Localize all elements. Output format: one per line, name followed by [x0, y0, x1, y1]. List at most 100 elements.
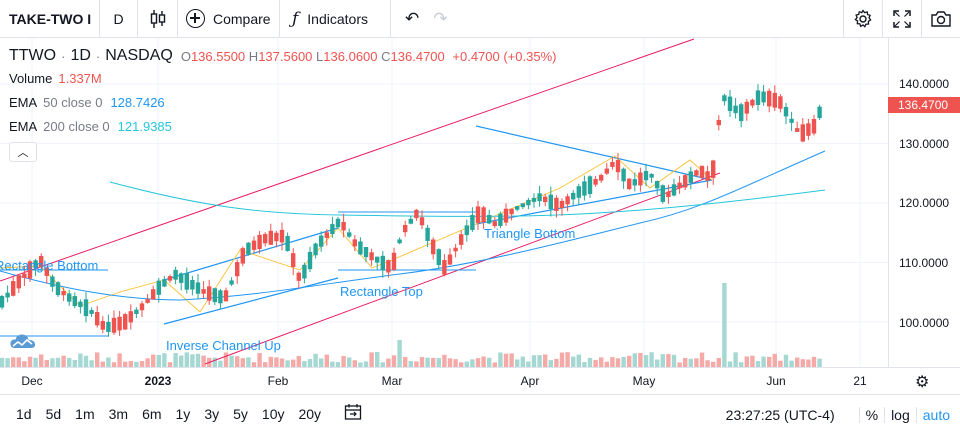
- settings-button[interactable]: [843, 0, 882, 38]
- open-value: 136.5500: [190, 48, 246, 64]
- candle-body: [587, 176, 593, 195]
- candle-body: [16, 275, 21, 289]
- volume-bar: [61, 355, 66, 367]
- volume-bar: [39, 354, 44, 367]
- candle-body: [285, 235, 290, 251]
- candle-body: [313, 243, 318, 256]
- plus-circle-icon: [186, 9, 205, 28]
- range-1y-button[interactable]: 1y: [175, 406, 191, 422]
- undo-icon[interactable]: ↶: [405, 8, 420, 28]
- volume-bar: [201, 355, 206, 367]
- volume-bar: [106, 357, 111, 367]
- candle-body: [386, 260, 391, 273]
- candle-body: [397, 239, 402, 244]
- candle-body: [806, 123, 811, 136]
- candle-body: [716, 119, 721, 126]
- goto-date-button[interactable]: [344, 403, 362, 426]
- auto-scale-toggle[interactable]: auto: [915, 406, 960, 423]
- indicators-button[interactable]: ƒ Indicators: [280, 0, 391, 38]
- volume-bar: [722, 283, 727, 367]
- chart-type-button[interactable]: [138, 0, 178, 38]
- percent-scale-toggle[interactable]: %: [858, 406, 884, 423]
- volume-bar: [246, 357, 251, 367]
- volume-bar: [347, 357, 352, 367]
- candle-body: [22, 273, 27, 278]
- volume-bar: [520, 356, 525, 367]
- volume-bar: [403, 356, 408, 367]
- time-axis[interactable]: Dec 2023 Feb Mar Apr May Jun 21: [0, 367, 960, 394]
- candle-body: [268, 230, 273, 245]
- candle-body: [795, 128, 800, 132]
- volume-bar: [156, 354, 161, 367]
- fullscreen-button[interactable]: [882, 0, 921, 38]
- legend-ema200[interactable]: EMA 200 close 0 121.9385: [9, 114, 556, 138]
- volume-bar: [302, 361, 307, 367]
- interval-button[interactable]: D: [100, 0, 138, 38]
- candle-body: [660, 185, 665, 202]
- range-10y-button[interactable]: 10y: [261, 406, 285, 422]
- range-3m-button[interactable]: 3m: [108, 406, 129, 422]
- chart-canvas[interactable]: [0, 38, 888, 367]
- volume-bar: [27, 356, 33, 367]
- volume-bar: [543, 354, 548, 367]
- candle-body: [515, 206, 520, 210]
- candle-body: [531, 197, 537, 202]
- redo-icon[interactable]: ↷: [433, 8, 448, 28]
- interval-label: D: [113, 10, 124, 27]
- volume-bar: [173, 352, 178, 367]
- candle-body: [671, 184, 677, 196]
- range-3y-button[interactable]: 3y: [204, 406, 220, 422]
- log-scale-toggle[interactable]: log: [884, 406, 916, 423]
- range-5d-button[interactable]: 5d: [45, 406, 62, 422]
- volume-bar: [72, 360, 77, 367]
- time-tick: 21: [853, 374, 867, 388]
- volume-bar: [95, 352, 100, 367]
- volume-bar: [279, 358, 285, 367]
- candle-body: [212, 288, 217, 303]
- timezone-clock[interactable]: 23:27:25 (UTC-4): [725, 406, 835, 423]
- volume-bar: [212, 357, 217, 367]
- candle-body: [520, 203, 525, 208]
- inverse-channel-up-label: Inverse Channel Up: [166, 338, 281, 353]
- compare-button[interactable]: Compare: [178, 0, 280, 38]
- volume-bar: [716, 357, 721, 367]
- volume-bar: [666, 354, 671, 367]
- volume-bar: [397, 340, 402, 367]
- candle-body: [324, 232, 329, 238]
- volume-bar: [795, 357, 800, 367]
- gear-icon: ⚙: [915, 374, 930, 391]
- candle-body: [145, 299, 150, 303]
- candle-body: [83, 299, 89, 317]
- volume-bar: [531, 355, 537, 367]
- legend-ema50[interactable]: EMA 50 close 0 128.7426: [9, 90, 556, 114]
- volume-bar: [78, 353, 83, 367]
- axis-settings-button[interactable]: ⚙: [915, 372, 929, 392]
- range-6m-button[interactable]: 6m: [142, 406, 162, 422]
- range-1d-button[interactable]: 1d: [16, 406, 32, 422]
- volume-bar: [111, 362, 117, 367]
- range-1m-button[interactable]: 1m: [75, 406, 95, 422]
- volume-bar: [162, 353, 167, 367]
- cloud-logo-icon[interactable]: [9, 332, 37, 352]
- range-5y-button[interactable]: 5y: [233, 406, 248, 422]
- symbol-search-button[interactable]: TAKE-TWO I: [0, 0, 100, 38]
- volume-bar: [509, 353, 514, 367]
- volume-value: 1.337M: [58, 70, 102, 86]
- volume-bar: [615, 358, 621, 367]
- legend-collapse-button[interactable]: ︿: [9, 142, 37, 162]
- volume-bar: [688, 358, 693, 367]
- volume-bar: [44, 359, 49, 367]
- candle-body: [817, 106, 822, 119]
- high-value: 137.5600: [258, 48, 313, 64]
- range-20y-button[interactable]: 20y: [298, 406, 322, 422]
- snapshot-button[interactable]: [921, 0, 960, 38]
- volume-bar: [313, 353, 318, 367]
- volume-bar: [778, 360, 783, 367]
- volume-bar: [739, 362, 744, 367]
- volume-bar: [117, 353, 122, 367]
- candle-body: [778, 96, 783, 109]
- legend-volume[interactable]: Volume 1.337M: [9, 66, 556, 90]
- price-axis[interactable]: 140.0000 130.0000 120.0000 110.0000 100.…: [888, 38, 960, 367]
- volume-bar: [470, 359, 475, 367]
- candle-body: [291, 253, 296, 268]
